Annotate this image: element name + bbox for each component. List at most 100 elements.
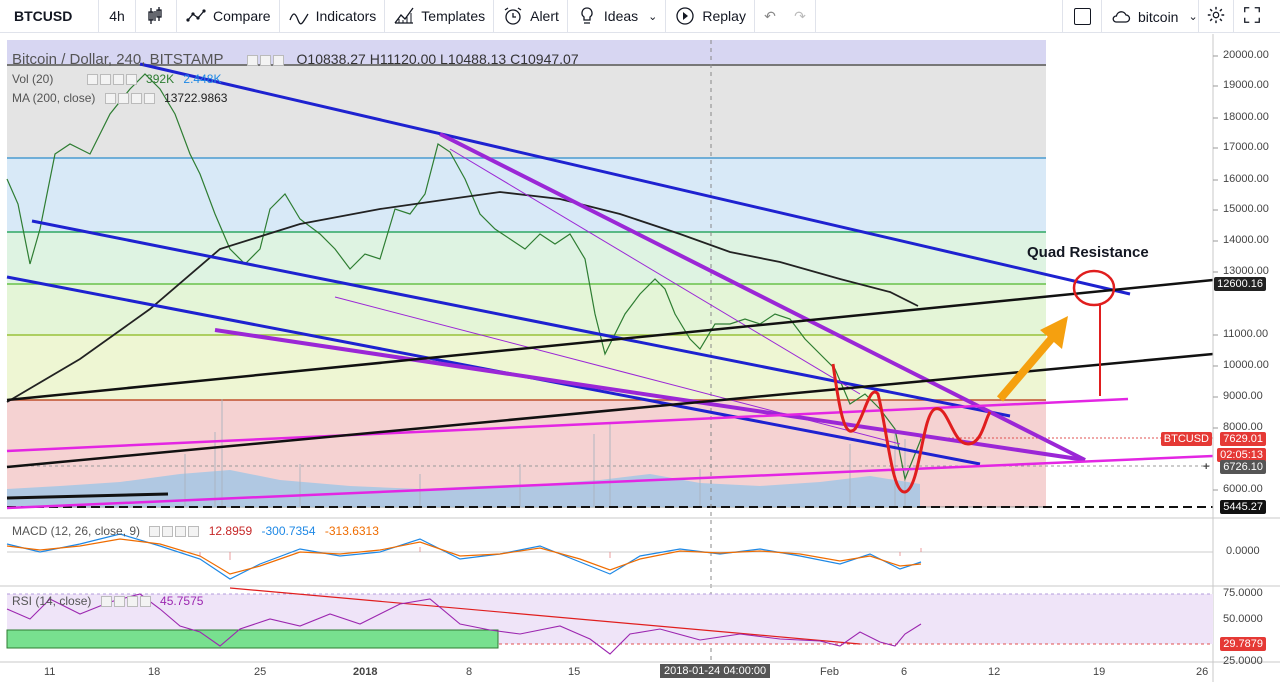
legend-hide-icon[interactable] [99,74,111,86]
legend-more-icon[interactable] [125,74,137,86]
legend-close-icon[interactable] [175,526,187,538]
macd-legend: MACD (12, 26, close, 9) 12.8959 -300.735… [12,524,379,538]
compare-button[interactable]: Compare [177,0,279,33]
fib-band-top [7,40,1046,65]
toolbar-divider [1233,0,1234,33]
undo-icon: ↶ [764,7,776,24]
magenta-line-upper [6,397,1129,453]
templates-button[interactable]: Templates [385,0,493,33]
legend-settings-icon[interactable] [149,526,161,538]
replay-button[interactable]: Replay [666,0,754,33]
chart-canvas[interactable] [0,34,1280,682]
fib-band-yellowgreen [7,335,1046,400]
legend-close-icon[interactable] [130,93,142,105]
resistance-circle [1072,269,1116,307]
volume-ma-value: 2.448K [183,72,222,86]
indicators-button[interactable]: Indicators [280,0,385,33]
toolbar-divider [176,0,177,33]
lightbulb-icon [576,5,598,27]
time-axis-label: 8 [466,666,473,678]
top-toolbar: BTCUSD 4h Compare Indicators Templates A… [0,0,1280,33]
redo-button[interactable]: ↷ [785,0,815,33]
gear-icon [1206,5,1226,28]
legend-more-icon[interactable] [139,596,151,608]
fullscreen-button[interactable] [1234,0,1270,33]
toolbar-divider [814,0,816,33]
fib-band-grey [7,65,1046,158]
ma-200-line [6,191,919,403]
legend-hide-icon[interactable] [260,54,272,66]
legend-close-icon[interactable] [126,596,138,608]
legend-close-icon[interactable] [112,74,124,86]
compare-label: Compare [213,8,271,24]
time-axis-label: 11 [44,666,56,678]
templates-icon [393,5,415,27]
volume-label: Vol (20) [12,72,54,86]
countdown-tag: 02:05:13 [1217,448,1266,462]
toolbar-divider [384,0,386,33]
price-axis-label: 13000.00 [1223,265,1269,277]
legend-hide-icon[interactable] [117,93,129,105]
ma-value: 13722.9863 [164,91,228,105]
undo-button[interactable]: ↶ [755,0,785,33]
rsi-low-tag: 29.7879 [1220,637,1266,651]
rsi-legend: RSI (14, close) 45.7575 [12,594,203,608]
legend-settings-icon[interactable] [104,93,116,105]
toolbar-divider [1101,0,1102,33]
price-axis-label: 18000.00 [1223,111,1269,123]
ma-legend: MA (200, close) 13722.9863 [12,91,227,105]
legend-hide-icon[interactable] [162,526,174,538]
toolbar-divider [135,0,136,33]
alert-button[interactable]: Alert [494,0,567,33]
volume-legend: Vol (20) 392K 2.448K [12,72,221,86]
rsi-label: RSI (14, close) [12,594,92,608]
time-axis-label: 18 [148,666,161,678]
crosshair-plus-icon[interactable]: + [1203,461,1210,473]
legend-hide-icon[interactable] [113,596,125,608]
purple-thin-line [449,148,861,395]
legend-more-icon[interactable] [143,93,155,105]
chevron-down-icon: ⌄ [648,10,658,23]
legend-settings-icon[interactable] [86,74,98,86]
chart-area[interactable]: Bitcoin / Dollar, 240, BITSTAMP O10838.2… [0,34,1280,682]
symbol-search-button[interactable]: BTCUSD [14,8,73,24]
crosshair-date-tag: 2018-01-24 04:00:00 [660,664,771,678]
ideas-label: Ideas [603,8,639,24]
time-axis-label: 2018 [353,666,378,678]
redo-icon: ↷ [794,7,806,24]
legend-close-icon[interactable] [273,54,285,66]
alarm-clock-icon [502,5,524,27]
symbol-description: Bitcoin / Dollar, 240, BITSTAMP [12,51,224,68]
layout-name: bitcoin [1138,8,1179,25]
fullscreen-toggle-button[interactable] [1063,0,1101,33]
toolbar-divider [665,0,667,33]
ideas-button[interactable]: Ideas ⌄ [568,0,665,33]
time-axis-label: Feb [820,666,839,678]
rsi-green-box [6,629,499,649]
legend-more-icon[interactable] [188,526,200,538]
settings-button[interactable] [1199,0,1233,33]
price-ticks [1213,55,1218,491]
quad-resistance-text[interactable]: Quad Resistance [1027,244,1149,261]
blue-channel-middle [31,219,1011,418]
price-axis-label: 19000.00 [1223,79,1269,91]
price-axis-label: 8000.00 [1223,421,1263,433]
macd-histogram-value: 12.8959 [208,524,253,538]
macd-value: -300.7354 [261,524,316,538]
replay-label: Replay [702,8,746,24]
rsi-axis-label: 75.0000 [1223,587,1263,599]
toolbar-divider [753,0,755,33]
red-projection-path [831,363,992,494]
price-axis-label: 10000.00 [1223,359,1269,371]
interval-button[interactable]: 4h [109,8,125,24]
square-icon [1073,8,1091,25]
black-trend-lower [6,352,1214,469]
rsi-trend-line [229,587,861,645]
chart-style-button[interactable] [136,0,176,33]
legend-settings-icon[interactable] [247,54,259,66]
indicators-label: Indicators [315,8,377,24]
price-axis-label: 16000.00 [1223,173,1269,185]
legend-settings-icon[interactable] [100,596,112,608]
macd-histogram [199,547,922,560]
save-layout-button[interactable]: bitcoin ⌄ [1102,0,1198,33]
